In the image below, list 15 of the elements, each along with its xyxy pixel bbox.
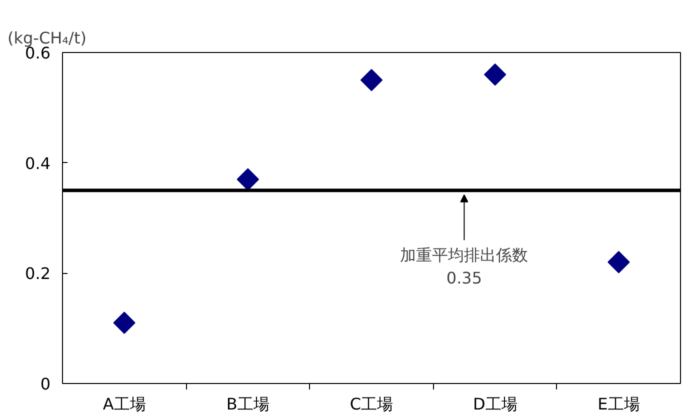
x-tick-label: A工場 bbox=[102, 394, 146, 414]
point bbox=[360, 68, 383, 92]
x-tick-label: D工場 bbox=[472, 394, 518, 414]
ref-line-label: 加重平均排出係数 0.35 bbox=[400, 246, 528, 288]
point bbox=[608, 251, 630, 274]
x-tick-label: B工場 bbox=[226, 394, 270, 414]
y-tick-label: 0.2 bbox=[25, 264, 51, 284]
y-axis-title: (kg-CH₄/t) bbox=[8, 28, 86, 48]
y-tick-label: 0.4 bbox=[25, 154, 51, 173]
x-tick-label: E工場 bbox=[598, 394, 640, 414]
x-tick-label: C工場 bbox=[350, 394, 394, 414]
point bbox=[113, 312, 136, 334]
point bbox=[484, 63, 506, 86]
point bbox=[236, 168, 260, 190]
y-tick-label: 0 bbox=[40, 374, 51, 394]
